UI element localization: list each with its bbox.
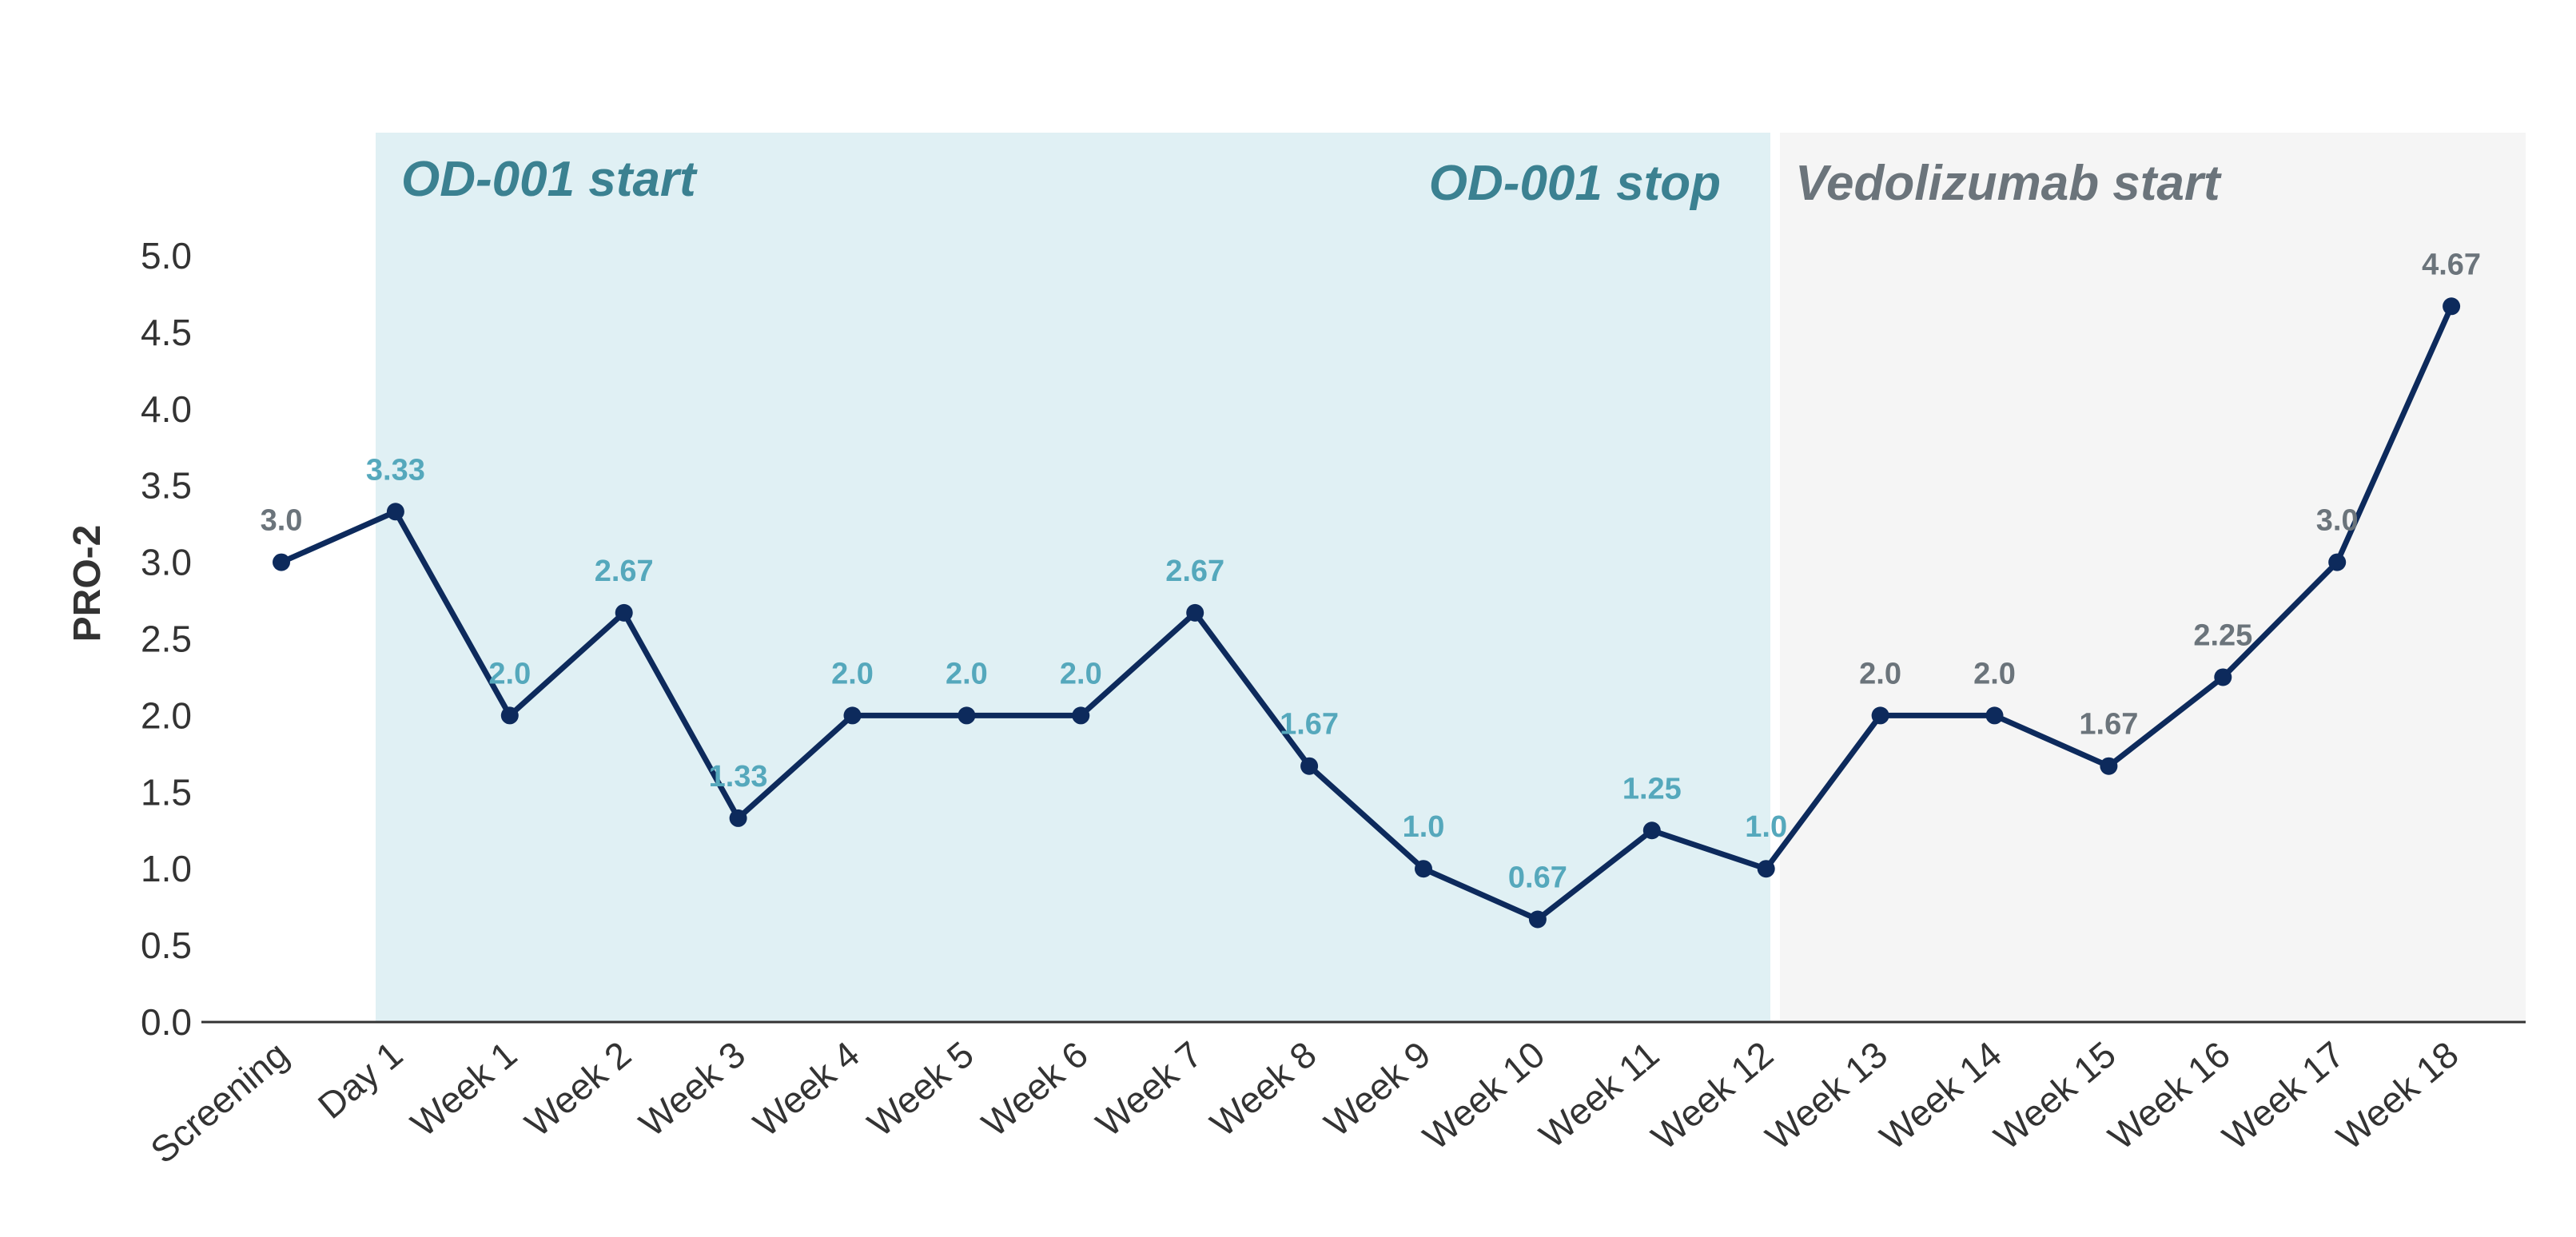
data-label: 2.0 [1973, 657, 2016, 690]
y-tick-label: 3.5 [141, 465, 192, 507]
data-label: 1.67 [1280, 708, 1339, 742]
data-label: 3.0 [261, 504, 303, 538]
x-tick-label: Week 10 [1415, 1033, 1552, 1158]
y-axis-ticks: 0.0 0.5 1.0 1.5 2.0 2.5 3.0 3.5 4.0 4.5 5.0 [141, 235, 192, 1043]
data-point [2214, 668, 2232, 686]
x-tick-label: Week 3 [631, 1033, 753, 1145]
x-tick-label: Week 17 [2215, 1033, 2352, 1158]
x-tick-label: Week 11 [1531, 1033, 1666, 1156]
y-tick-label: 4.0 [141, 388, 192, 430]
vedolizumab-region [1780, 133, 2526, 1022]
data-label: 2.25 [2193, 618, 2252, 652]
data-label: 3.33 [366, 453, 425, 487]
x-tick-label: Week 1 [403, 1033, 524, 1145]
data-point [615, 603, 633, 622]
y-tick-label: 0.0 [141, 1001, 192, 1043]
data-point [1072, 706, 1090, 725]
data-point [2328, 553, 2347, 571]
x-tick-label: Week 15 [1986, 1033, 2124, 1158]
x-tick-label: Day 1 [310, 1033, 410, 1127]
data-label: 2.0 [946, 657, 988, 690]
x-tick-label: Week 12 [1643, 1033, 1781, 1158]
data-point [1186, 603, 1204, 622]
x-tick-label: Week 4 [746, 1033, 867, 1145]
data-point [958, 706, 976, 725]
data-point [1871, 706, 1889, 725]
y-tick-label: 3.0 [141, 542, 192, 583]
data-label: 4.67 [2422, 248, 2481, 281]
pro2-series-line [280, 304, 2455, 922]
data-point [843, 706, 862, 725]
data-label: 2.0 [488, 657, 531, 690]
data-point [273, 553, 290, 571]
data-point [1985, 706, 2004, 725]
data-point [1415, 860, 1432, 878]
y-tick-label: 1.5 [141, 771, 192, 813]
data-label: 2.0 [1859, 657, 1901, 690]
data-point [1300, 757, 1319, 775]
data-points [273, 297, 2461, 929]
x-tick-label: Week 14 [1872, 1033, 2009, 1158]
data-label: 0.67 [1508, 861, 1567, 894]
x-tick-label: Week 8 [1202, 1033, 1324, 1145]
y-tick-label: 5.0 [141, 235, 192, 276]
x-tick-label: Week 18 [2329, 1033, 2467, 1158]
data-label: 1.0 [1403, 810, 1445, 844]
data-label: 2.67 [595, 555, 654, 588]
od001-stop-label: OD-001 stop [1429, 156, 1721, 211]
y-tick-label: 2.5 [141, 618, 192, 660]
x-tick-label: Week 2 [517, 1033, 639, 1145]
data-label: 3.0 [2316, 504, 2359, 538]
y-tick-label: 1.0 [141, 848, 192, 889]
data-point [2100, 757, 2118, 775]
y-tick-label: 2.0 [141, 694, 192, 736]
data-point [2443, 297, 2461, 316]
x-tick-label: Week 16 [2100, 1033, 2238, 1158]
y-axis-title: PRO-2 [66, 525, 109, 642]
data-point [386, 503, 404, 521]
data-label: 2.0 [831, 657, 874, 690]
data-label: 1.67 [2079, 708, 2138, 742]
data-label: 2.67 [1165, 555, 1224, 588]
data-point [1757, 860, 1775, 878]
data-point [1642, 821, 1661, 840]
x-tick-label: Week 13 [1758, 1033, 1895, 1158]
treatment-region [376, 133, 1770, 1022]
x-tick-label: Week 6 [973, 1033, 1095, 1145]
x-tick-label: Screening [142, 1033, 296, 1171]
data-label: 1.33 [709, 760, 768, 794]
data-point [500, 706, 519, 725]
x-tick-label: Week 7 [1088, 1033, 1209, 1145]
data-label: 1.25 [1622, 772, 1682, 805]
y-tick-label: 0.5 [141, 925, 192, 966]
data-label: 1.0 [1745, 810, 1787, 844]
y-tick-label: 4.5 [141, 312, 192, 353]
data-labels: 3.0 3.33 2.0 2.67 1.33 2.0 2.0 2.0 2.67 1.67 1.0 0.… [261, 248, 2481, 894]
vedolizumab-start-label: Vedolizumab start [1795, 156, 2222, 211]
x-tick-label: Week 5 [860, 1033, 981, 1145]
data-label: 2.0 [1060, 657, 1102, 690]
data-point [1528, 910, 1547, 929]
data-point [729, 809, 747, 827]
od001-start-label: OD-001 start [401, 152, 698, 207]
